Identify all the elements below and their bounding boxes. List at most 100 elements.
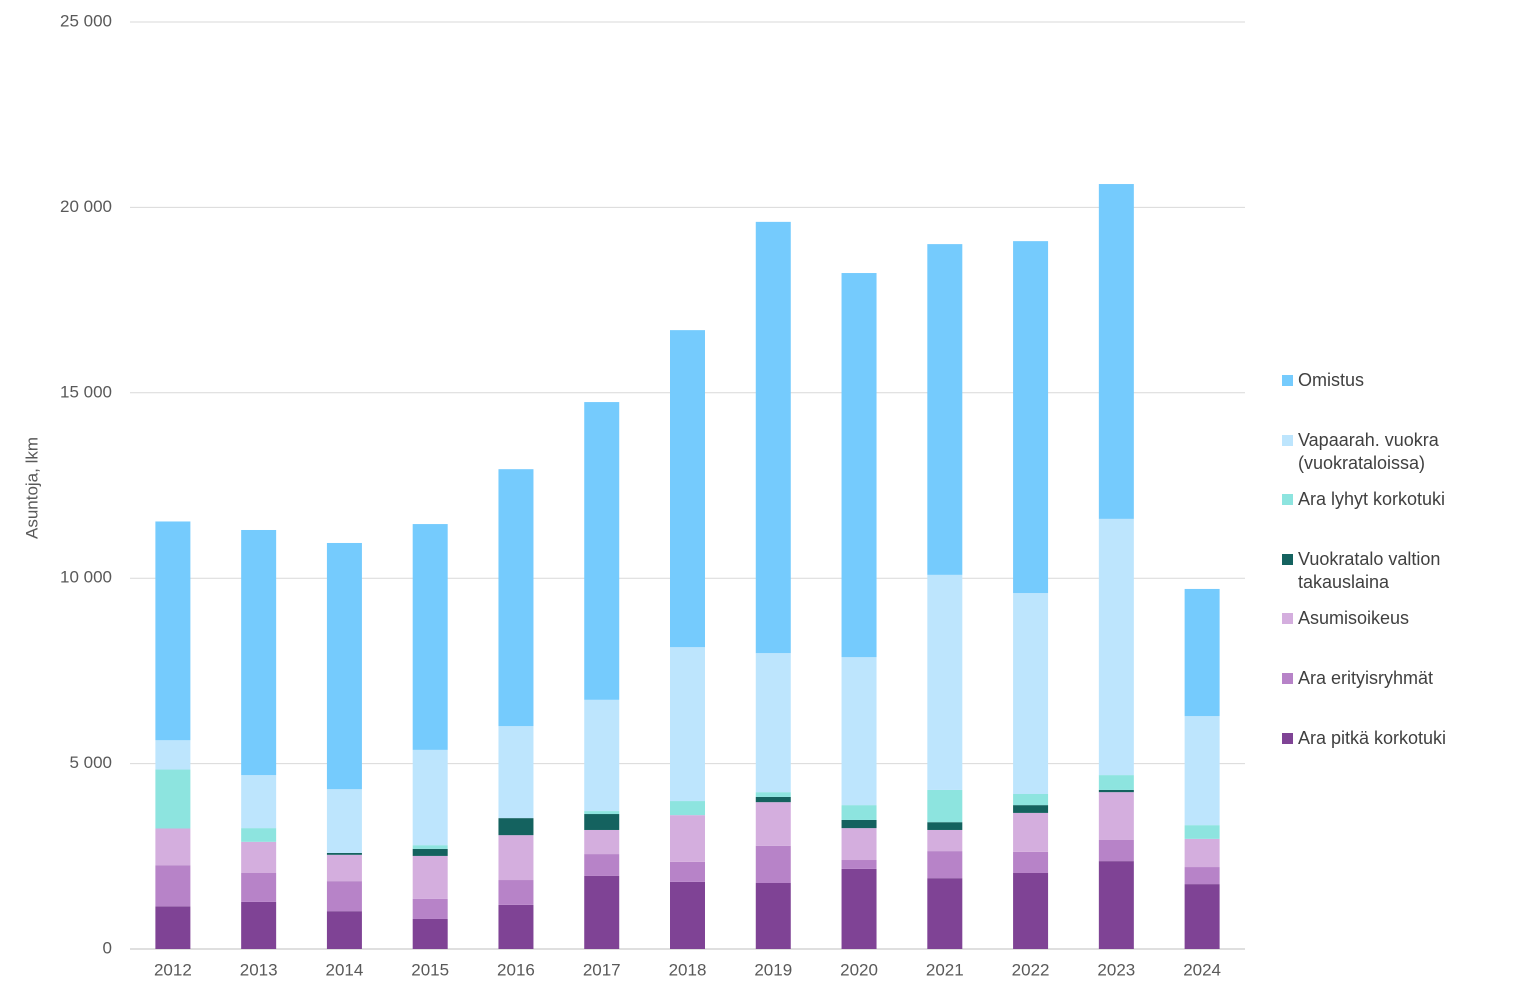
legend-item: Ara erityisryhmät: [1282, 667, 1472, 690]
bar-segment: [841, 805, 877, 820]
bar-segment: [1098, 184, 1134, 519]
bar-segment: [412, 845, 448, 849]
bar-segment: [412, 749, 448, 846]
bar-segment: [755, 882, 791, 949]
bar-segment: [584, 875, 620, 949]
bar-segment: [755, 221, 791, 654]
x-tick-label: 2021: [926, 960, 964, 979]
bar-segment: [841, 819, 877, 829]
y-tick-label: 15 000: [60, 382, 112, 401]
bar-segment: [1013, 872, 1049, 949]
bar-segment: [670, 647, 705, 802]
bar-segment: [670, 815, 705, 862]
bar-segment: [670, 801, 705, 816]
bar-segment: [584, 854, 620, 876]
bar-segment: [241, 828, 277, 842]
legend-swatch: [1282, 732, 1293, 744]
bar-segment: [1013, 593, 1049, 795]
legend-swatch: [1282, 375, 1293, 386]
legend-label: Omistus: [1298, 370, 1365, 390]
bar-segment: [1013, 805, 1049, 813]
legend-label: Ara pitkä korkotuki: [1298, 727, 1447, 748]
bar-segment: [1184, 867, 1220, 885]
bar-segment: [1098, 518, 1134, 776]
legend-item: Asumisoikeus: [1282, 607, 1472, 630]
legend-swatch: [1282, 494, 1293, 506]
bar-segment: [326, 542, 362, 790]
legend-label: Ara erityisryhmät: [1298, 668, 1434, 688]
bar-segment: [241, 775, 277, 829]
x-tick-label: 2023: [1097, 960, 1135, 979]
bar-segment: [755, 802, 791, 846]
bar-segment: [498, 835, 534, 881]
y-tick-label: 0: [103, 938, 112, 957]
bar-segment: [1098, 775, 1134, 790]
bar-segment: [584, 811, 620, 815]
x-tick-label: 2018: [669, 960, 707, 979]
bar-segment: [1184, 588, 1220, 717]
bar-segment: [155, 906, 191, 949]
bar-segment: [326, 852, 362, 855]
x-tick-label: 2020: [840, 960, 878, 979]
legend-swatch: [1282, 613, 1293, 625]
bar-segment: [326, 911, 362, 949]
bar-segment: [841, 868, 877, 949]
bar-segment: [241, 901, 277, 949]
bar-segment: [412, 848, 448, 856]
legend-label: Vapaarah. vuokra (vuokrataloissa): [1298, 429, 1439, 473]
bar-segment: [584, 829, 620, 855]
bar-segment: [1098, 789, 1134, 793]
bar-segment: [1013, 794, 1049, 806]
x-tick-label: 2015: [411, 960, 449, 979]
bar-segment: [927, 829, 963, 852]
bar-segment: [841, 860, 877, 869]
y-axis-label: Asuntoja, lkm: [22, 437, 41, 539]
bar-segment: [927, 244, 963, 575]
bar-segment: [1184, 884, 1220, 949]
bar-segment: [241, 529, 277, 776]
bar-segment: [412, 898, 448, 919]
legend-swatch: [1282, 553, 1293, 565]
bar-segment: [1013, 812, 1049, 852]
legend-item: Ara lyhyt korkotuki: [1282, 488, 1472, 511]
bar-segment: [326, 881, 362, 912]
x-tick-label: 2024: [1183, 960, 1221, 979]
bar-segment: [755, 845, 791, 883]
bar-segment: [1184, 838, 1220, 868]
bar-segment: [670, 881, 705, 949]
bar-segment: [584, 814, 620, 830]
legend-item: Vuokratalo valtion takauslaina: [1282, 548, 1472, 594]
bar-segment: [927, 822, 963, 830]
bar-segment: [584, 699, 620, 812]
bar-segment: [841, 828, 877, 861]
bar-segment: [498, 818, 534, 836]
x-tick-label: 2022: [1012, 960, 1050, 979]
legend-swatch: [1282, 434, 1293, 446]
bar-segment: [670, 861, 705, 882]
legend-swatch: [1282, 673, 1293, 684]
bar-segment: [927, 574, 963, 790]
bar-segment: [498, 469, 534, 727]
bar-segment: [326, 789, 362, 853]
bar-segment: [1098, 861, 1134, 949]
y-tick-label: 10 000: [60, 568, 112, 587]
bar-segment: [1098, 792, 1134, 840]
legend-item: Omistus: [1282, 369, 1472, 392]
bar-segment: [927, 789, 963, 823]
bar-segment: [1013, 241, 1049, 594]
x-tick-label: 2017: [583, 960, 621, 979]
y-tick-label: 20 000: [60, 197, 112, 216]
bar-segment: [498, 904, 534, 949]
bar-segment: [927, 851, 963, 879]
bar-segment: [841, 657, 877, 806]
x-tick-label: 2013: [240, 960, 278, 979]
bar-segment: [1184, 716, 1220, 826]
bar-segment: [241, 841, 277, 873]
x-tick-label: 2016: [497, 960, 535, 979]
x-tick-label: 2012: [154, 960, 192, 979]
y-tick-label: 25 000: [60, 11, 112, 30]
bar-segment: [155, 740, 191, 770]
legend-label: Ara lyhyt korkotuki: [1298, 489, 1446, 510]
